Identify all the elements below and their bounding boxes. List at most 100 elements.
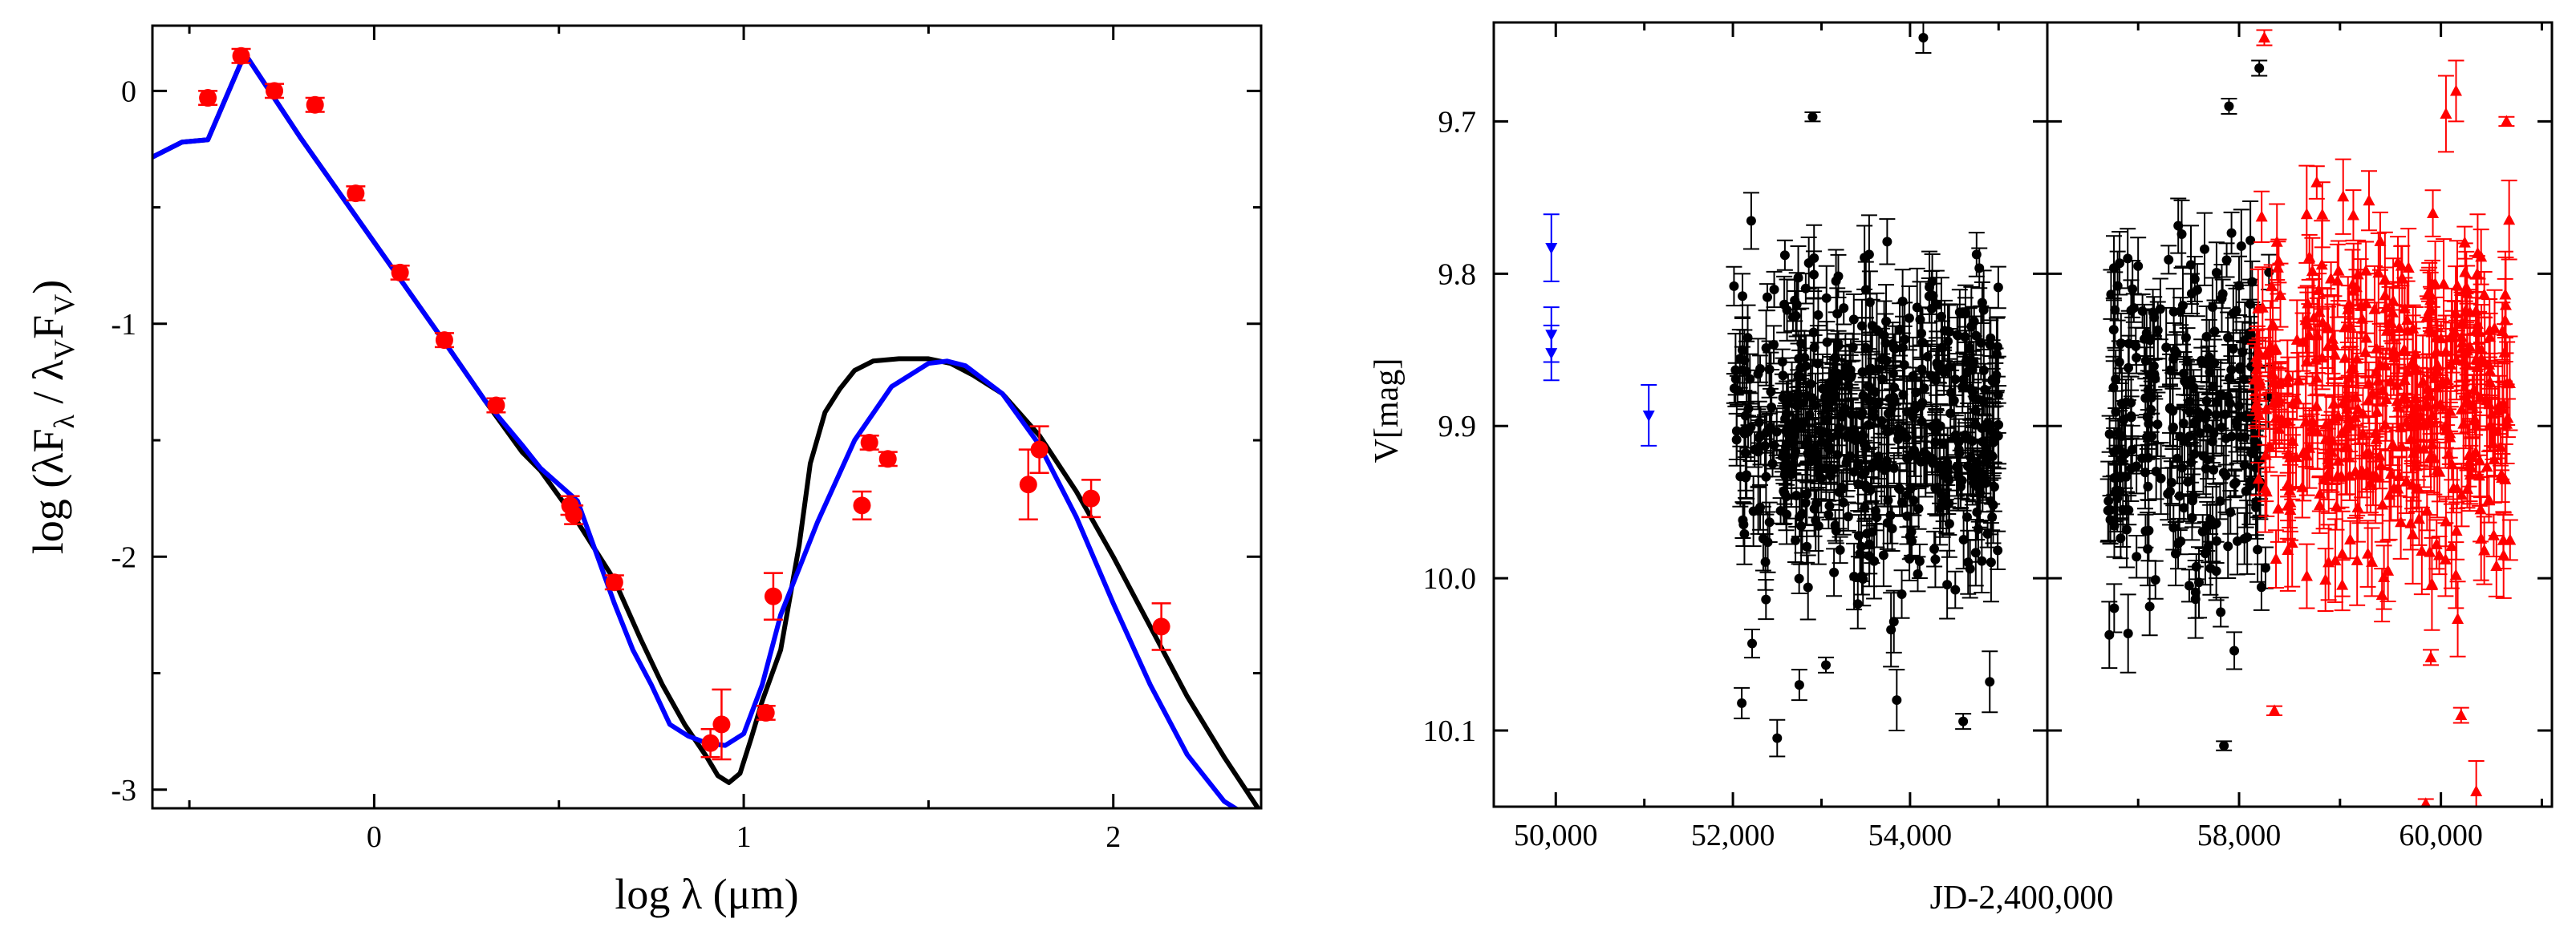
black-circles-point (2140, 499, 2157, 562)
black-circles-point (1891, 469, 1908, 508)
black-circles-point (2187, 387, 2204, 455)
black-circles-point (1784, 302, 1801, 332)
black-circles-point (2107, 349, 2124, 410)
black-circles-point (2187, 565, 2204, 619)
black-circles-point (2220, 513, 2237, 580)
red-triangles-point (2262, 420, 2278, 473)
red-triangles-point (2350, 239, 2367, 310)
lightcurve-ytick-label: 9.8 (1438, 257, 1477, 291)
black-circles-point (2149, 301, 2166, 360)
lightcurve-ylabel-part: ] (1369, 358, 1406, 370)
black-circles-point (1738, 450, 1755, 500)
black-circles-point (1804, 111, 1821, 123)
sed-xlabel-part: μ (728, 870, 751, 918)
red-triangles-point (2253, 190, 2270, 243)
early-triangles-point (1543, 213, 1560, 282)
red-triangles-point (2339, 376, 2355, 442)
black-circles-point (2248, 475, 2265, 540)
red-triangles-point (2453, 291, 2470, 383)
red-triangles-point (2363, 527, 2380, 597)
black-circles-point (1813, 443, 1830, 514)
sed-xtick-label: 1 (736, 820, 752, 854)
black-circles-point (1791, 669, 1807, 702)
red-triangles-point (2294, 312, 2311, 372)
red-triangles-point (2345, 189, 2362, 241)
sed-xlabel-part: log (615, 870, 681, 918)
red-triangles-point (2265, 352, 2282, 413)
black-circles-point (2223, 355, 2240, 385)
sed-ticks (152, 26, 1261, 808)
black-circles-point (1942, 385, 1959, 442)
red-triangles-point (2279, 508, 2296, 592)
lightcurve-ticks (1494, 22, 2552, 807)
lightcurve-ylabel-part: mag (1369, 370, 1406, 427)
black-circles-point (1744, 628, 1761, 659)
data-point (1151, 602, 1171, 651)
lightcurve-ytick-label: 10.1 (1423, 714, 1477, 748)
black-circles-point (1787, 517, 1804, 564)
red-triangles-point (2326, 382, 2343, 426)
black-circles-point (1734, 686, 1750, 719)
lightcurve-panel-2 (2099, 29, 2518, 807)
black-circles-point (2101, 601, 2118, 670)
sed-ylabel-part: / (24, 381, 72, 415)
black-circles-point (2208, 375, 2225, 455)
black-circles-point (1883, 592, 1900, 668)
black-circles-point (2113, 367, 2130, 440)
sed-frame (151, 24, 1263, 810)
red-triangles-point (2419, 295, 2436, 337)
black-circles-point (1766, 270, 1783, 309)
black-circles-point (2106, 427, 2123, 477)
black-circles-point (2160, 245, 2177, 275)
black-circles-point (2184, 494, 2201, 541)
red-triangles-point (2402, 496, 2419, 551)
red-triangles-point (2347, 358, 2364, 436)
black-circles-point (2177, 314, 2194, 361)
red-triangles-point (2498, 115, 2515, 127)
lightcurve-ylabel-part: V (1369, 439, 1406, 463)
black-circles-point (1864, 500, 1880, 565)
data-point (852, 490, 872, 521)
black-circles-point (1752, 354, 1769, 383)
black-circles-point (1836, 290, 1852, 326)
red-triangles-point (2501, 180, 2517, 261)
red-triangles-point (2453, 463, 2470, 528)
early-triangles-point (1543, 324, 1560, 382)
red-triangles-point (2298, 543, 2315, 609)
red-triangles-point (2322, 419, 2339, 481)
lightcurve-ytick-label: 9.7 (1438, 105, 1477, 139)
lightcurve-xtick-label: 60,000 (2399, 819, 2483, 852)
black-circles-point (1799, 462, 1815, 527)
data-point (859, 433, 879, 451)
black-circles-point (1880, 484, 1897, 516)
black-circles-point (1763, 368, 1780, 446)
black-circles-point (1960, 529, 1977, 595)
sed-tick-labels: 0 1 2 0 -1 -2 -3 (111, 75, 1121, 854)
black-circles-point (2183, 442, 2200, 484)
data-point (1029, 425, 1049, 474)
black-circles-point (1990, 385, 2007, 465)
red-triangles-point (2256, 29, 2273, 47)
black-circles-point (2140, 472, 2156, 501)
black-circles-point (1840, 501, 1856, 532)
black-circles-point (1921, 277, 1937, 315)
black-circles-point (1911, 543, 1928, 579)
model-lines (152, 51, 1261, 808)
black-circles-point (1860, 214, 1877, 295)
sed-ytick-label: 0 (121, 75, 136, 108)
black-circles-point (1901, 536, 1918, 581)
black-circles-point (2197, 212, 2213, 286)
red-triangles-point (2444, 447, 2460, 481)
red-triangles-point (2360, 170, 2377, 232)
black-circles-point (1750, 415, 1767, 488)
red-triangles-point (2298, 164, 2315, 264)
sed-ylabel-part: λF (24, 428, 72, 473)
red-triangles-point (2448, 319, 2465, 401)
black-circles-point (1855, 407, 1872, 465)
black-circles-point (2140, 512, 2156, 587)
red-triangles-point (2390, 363, 2407, 451)
black-circles-point (1915, 22, 1932, 54)
black-circles-point (1964, 350, 1981, 391)
black-circles-point (2120, 310, 2137, 378)
black-circles-point (1852, 532, 1868, 576)
